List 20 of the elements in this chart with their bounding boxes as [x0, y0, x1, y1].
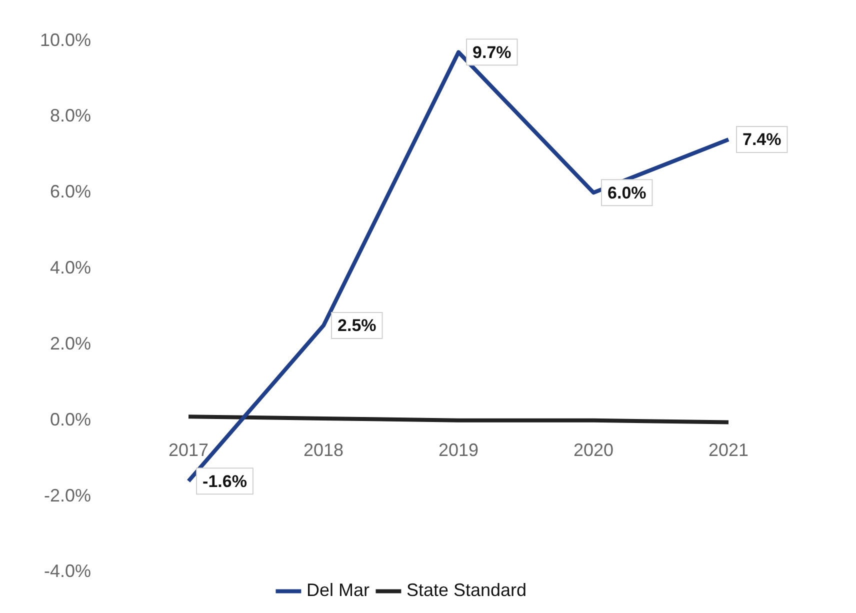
data-label: 2.5% — [338, 316, 376, 336]
data-label: -1.6% — [202, 472, 247, 491]
y-tick-label: 6.0% — [50, 182, 92, 202]
data-label: 7.4% — [742, 130, 782, 150]
y-tick-label: 4.0% — [50, 258, 92, 278]
x-tick-label: 2018 — [304, 440, 344, 460]
legend-label: State Standard — [406, 580, 527, 600]
data-label: 6.0% — [608, 183, 646, 202]
y-tick-label: 8.0% — [50, 106, 92, 126]
x-tick-label: 2019 — [438, 440, 479, 460]
y-tick-label: 10.0% — [40, 30, 92, 50]
y-tick-label: 2.0% — [50, 333, 92, 354]
x-tick-label: 2020 — [573, 440, 614, 460]
x-tick-label: 2021 — [708, 440, 749, 460]
y-tick-label: 0.0% — [50, 409, 92, 430]
y-tick-label: -2.0% — [44, 485, 92, 506]
x-tick-label: 2017 — [168, 440, 209, 460]
y-tick-label: -4.0% — [44, 561, 92, 582]
legend-label: Del Mar — [306, 580, 370, 600]
data-label: 9.7% — [472, 42, 512, 62]
